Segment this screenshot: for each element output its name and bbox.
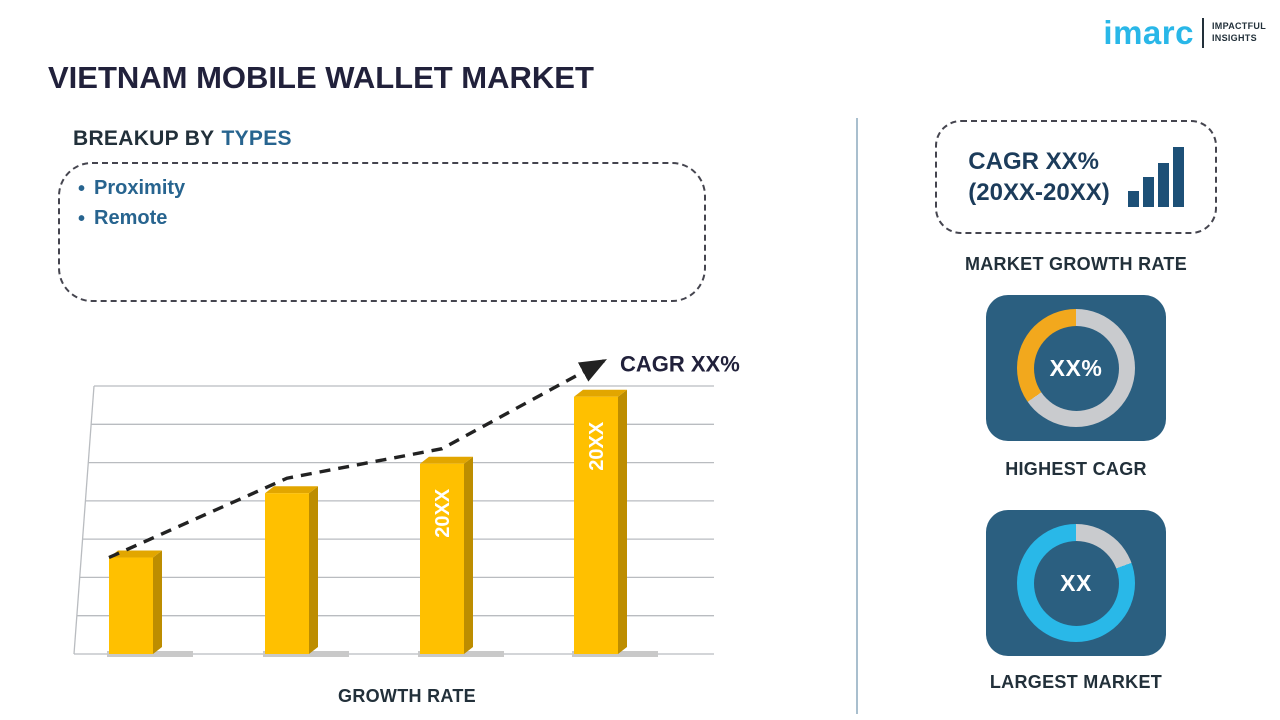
imarc-logo: imarc IMPACTFUL INSIGHTS xyxy=(1103,16,1266,49)
logo-divider xyxy=(1201,17,1204,48)
breakup-box: • Proximity • Remote xyxy=(58,162,706,302)
breakup-heading: BREAKUP BY TYPES xyxy=(73,127,292,151)
bar-icon-bar xyxy=(1142,177,1154,207)
bar-icon-bar xyxy=(1127,191,1139,207)
breakup-item-proximity: • Proximity xyxy=(78,177,684,200)
bar-icon-bar xyxy=(1157,163,1169,207)
highest-cagr-donut-hole: XX% xyxy=(1033,325,1119,411)
largest-market-card: XX xyxy=(986,510,1166,656)
bullet-icon: • xyxy=(78,207,86,230)
imarc-logo-wordmark: imarc xyxy=(1103,14,1194,51)
logo-tagline-line1: IMPACTFUL xyxy=(1211,21,1266,32)
largest-market-donut: XX xyxy=(1017,524,1135,642)
highest-cagr-label: HIGHEST CAGR xyxy=(1005,459,1147,479)
breakup-heading-prefix: BREAKUP BY xyxy=(73,127,215,150)
highest-cagr-card: XX% xyxy=(986,295,1166,441)
svg-text:20XX: 20XX xyxy=(586,421,608,471)
cagr-line2: (20XX-20XX) xyxy=(968,179,1110,206)
chart-x-axis-label: GROWTH RATE xyxy=(338,686,476,706)
bar-chart-icon xyxy=(1127,147,1184,207)
cagr-line1: CAGR XX% xyxy=(968,147,1099,175)
cagr-callout-box: CAGR XX% (20XX-20XX) xyxy=(935,120,1217,234)
page-title: VIETNAM MOBILE WALLET MARKET xyxy=(48,60,594,95)
cagr-callout-text: CAGR XX% (20XX-20XX) xyxy=(968,146,1109,208)
logo-tagline: IMPACTFUL INSIGHTS xyxy=(1212,21,1266,44)
svg-text:CAGR XX%: CAGR XX% xyxy=(620,352,740,377)
logo-tagline-line2: INSIGHTS xyxy=(1211,32,1257,43)
largest-market-label: LARGEST MARKET xyxy=(989,672,1163,692)
vertical-divider xyxy=(856,118,858,714)
breakup-item-remote: • Remote xyxy=(78,207,684,230)
market-growth-rate-label: MARKET GROWTH RATE xyxy=(964,254,1188,274)
growth-chart-svg: 20XX 20XX CAGR XX% xyxy=(73,352,740,657)
bullet-icon: • xyxy=(78,177,86,200)
largest-market-value: XX xyxy=(1060,569,1092,596)
svg-text:20XX: 20XX xyxy=(432,488,454,538)
growth-rate-chart: 20XX 20XX CAGR XX% GROWTH RATE xyxy=(62,338,752,707)
bar-icon-bar xyxy=(1172,147,1184,207)
largest-market-donut-hole: XX xyxy=(1033,540,1119,626)
right-stats-column: CAGR XX% (20XX-20XX) MARKET GROWTH RATE … xyxy=(878,120,1274,693)
breakup-list: • Proximity • Remote xyxy=(78,177,684,230)
breakup-heading-highlight: TYPES xyxy=(221,127,292,150)
highest-cagr-donut: XX% xyxy=(1017,309,1135,427)
breakup-item-label: Remote xyxy=(94,207,168,229)
highest-cagr-value: XX% xyxy=(1049,354,1103,381)
breakup-item-label: Proximity xyxy=(94,177,186,199)
